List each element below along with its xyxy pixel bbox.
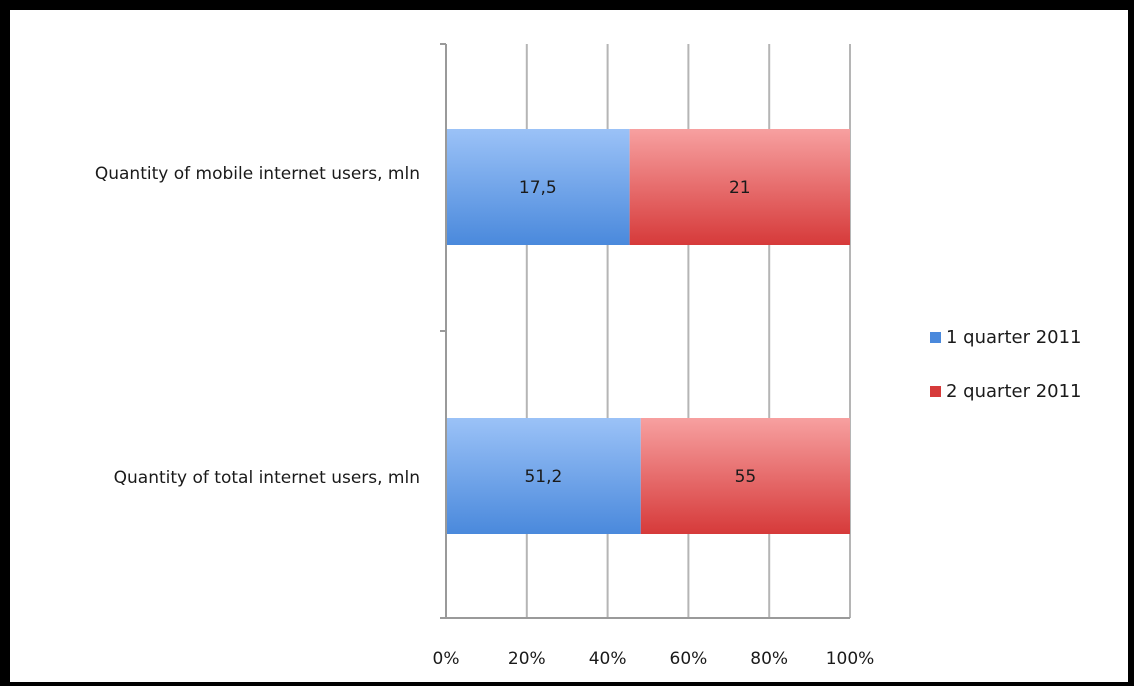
x-tick-label-0: 0% (433, 649, 460, 669)
legend-swatch-q2 (930, 385, 941, 397)
legend-swatch-q1 (930, 331, 941, 343)
data-label-1-series-1: 55 (735, 467, 757, 487)
data-label-0-series-0: 17,5 (519, 178, 557, 198)
legend-item-q1: 1 quarter 2011 (930, 310, 1082, 364)
legend: 1 quarter 2011 2 quarter 2011 (930, 310, 1082, 418)
axes (440, 43, 850, 619)
data-label-1-series-0: 51,2 (524, 467, 562, 487)
category-label-total: Quantity of total internet users, mln (113, 468, 420, 488)
legend-label-q1: 1 quarter 2011 (946, 326, 1082, 348)
x-tick-labels: 0% 20% 40% 60% 80% 100% (433, 649, 875, 669)
bar-0-series-0 (446, 129, 630, 245)
bar-0-series-1 (629, 129, 850, 245)
legend-label-q2: 2 quarter 2011 (946, 380, 1082, 402)
x-tick-label-2: 40% (589, 649, 627, 669)
data-labels: 17,5 21 51,2 55 (519, 178, 756, 487)
category-label-mobile: Quantity of mobile internet users, mln (94, 164, 420, 184)
chart-frame (10, 10, 1128, 682)
x-tick-label-5: 100% (826, 649, 875, 669)
x-tick-label-4: 80% (750, 649, 788, 669)
bar-1-series-1 (640, 418, 850, 534)
data-label-0-series-1: 21 (729, 178, 751, 198)
bar-1-series-0 (446, 418, 641, 534)
bars (446, 129, 850, 534)
legend-item-q2: 2 quarter 2011 (930, 364, 1082, 418)
x-tick-label-3: 60% (670, 649, 708, 669)
x-tick-label-1: 20% (508, 649, 546, 669)
